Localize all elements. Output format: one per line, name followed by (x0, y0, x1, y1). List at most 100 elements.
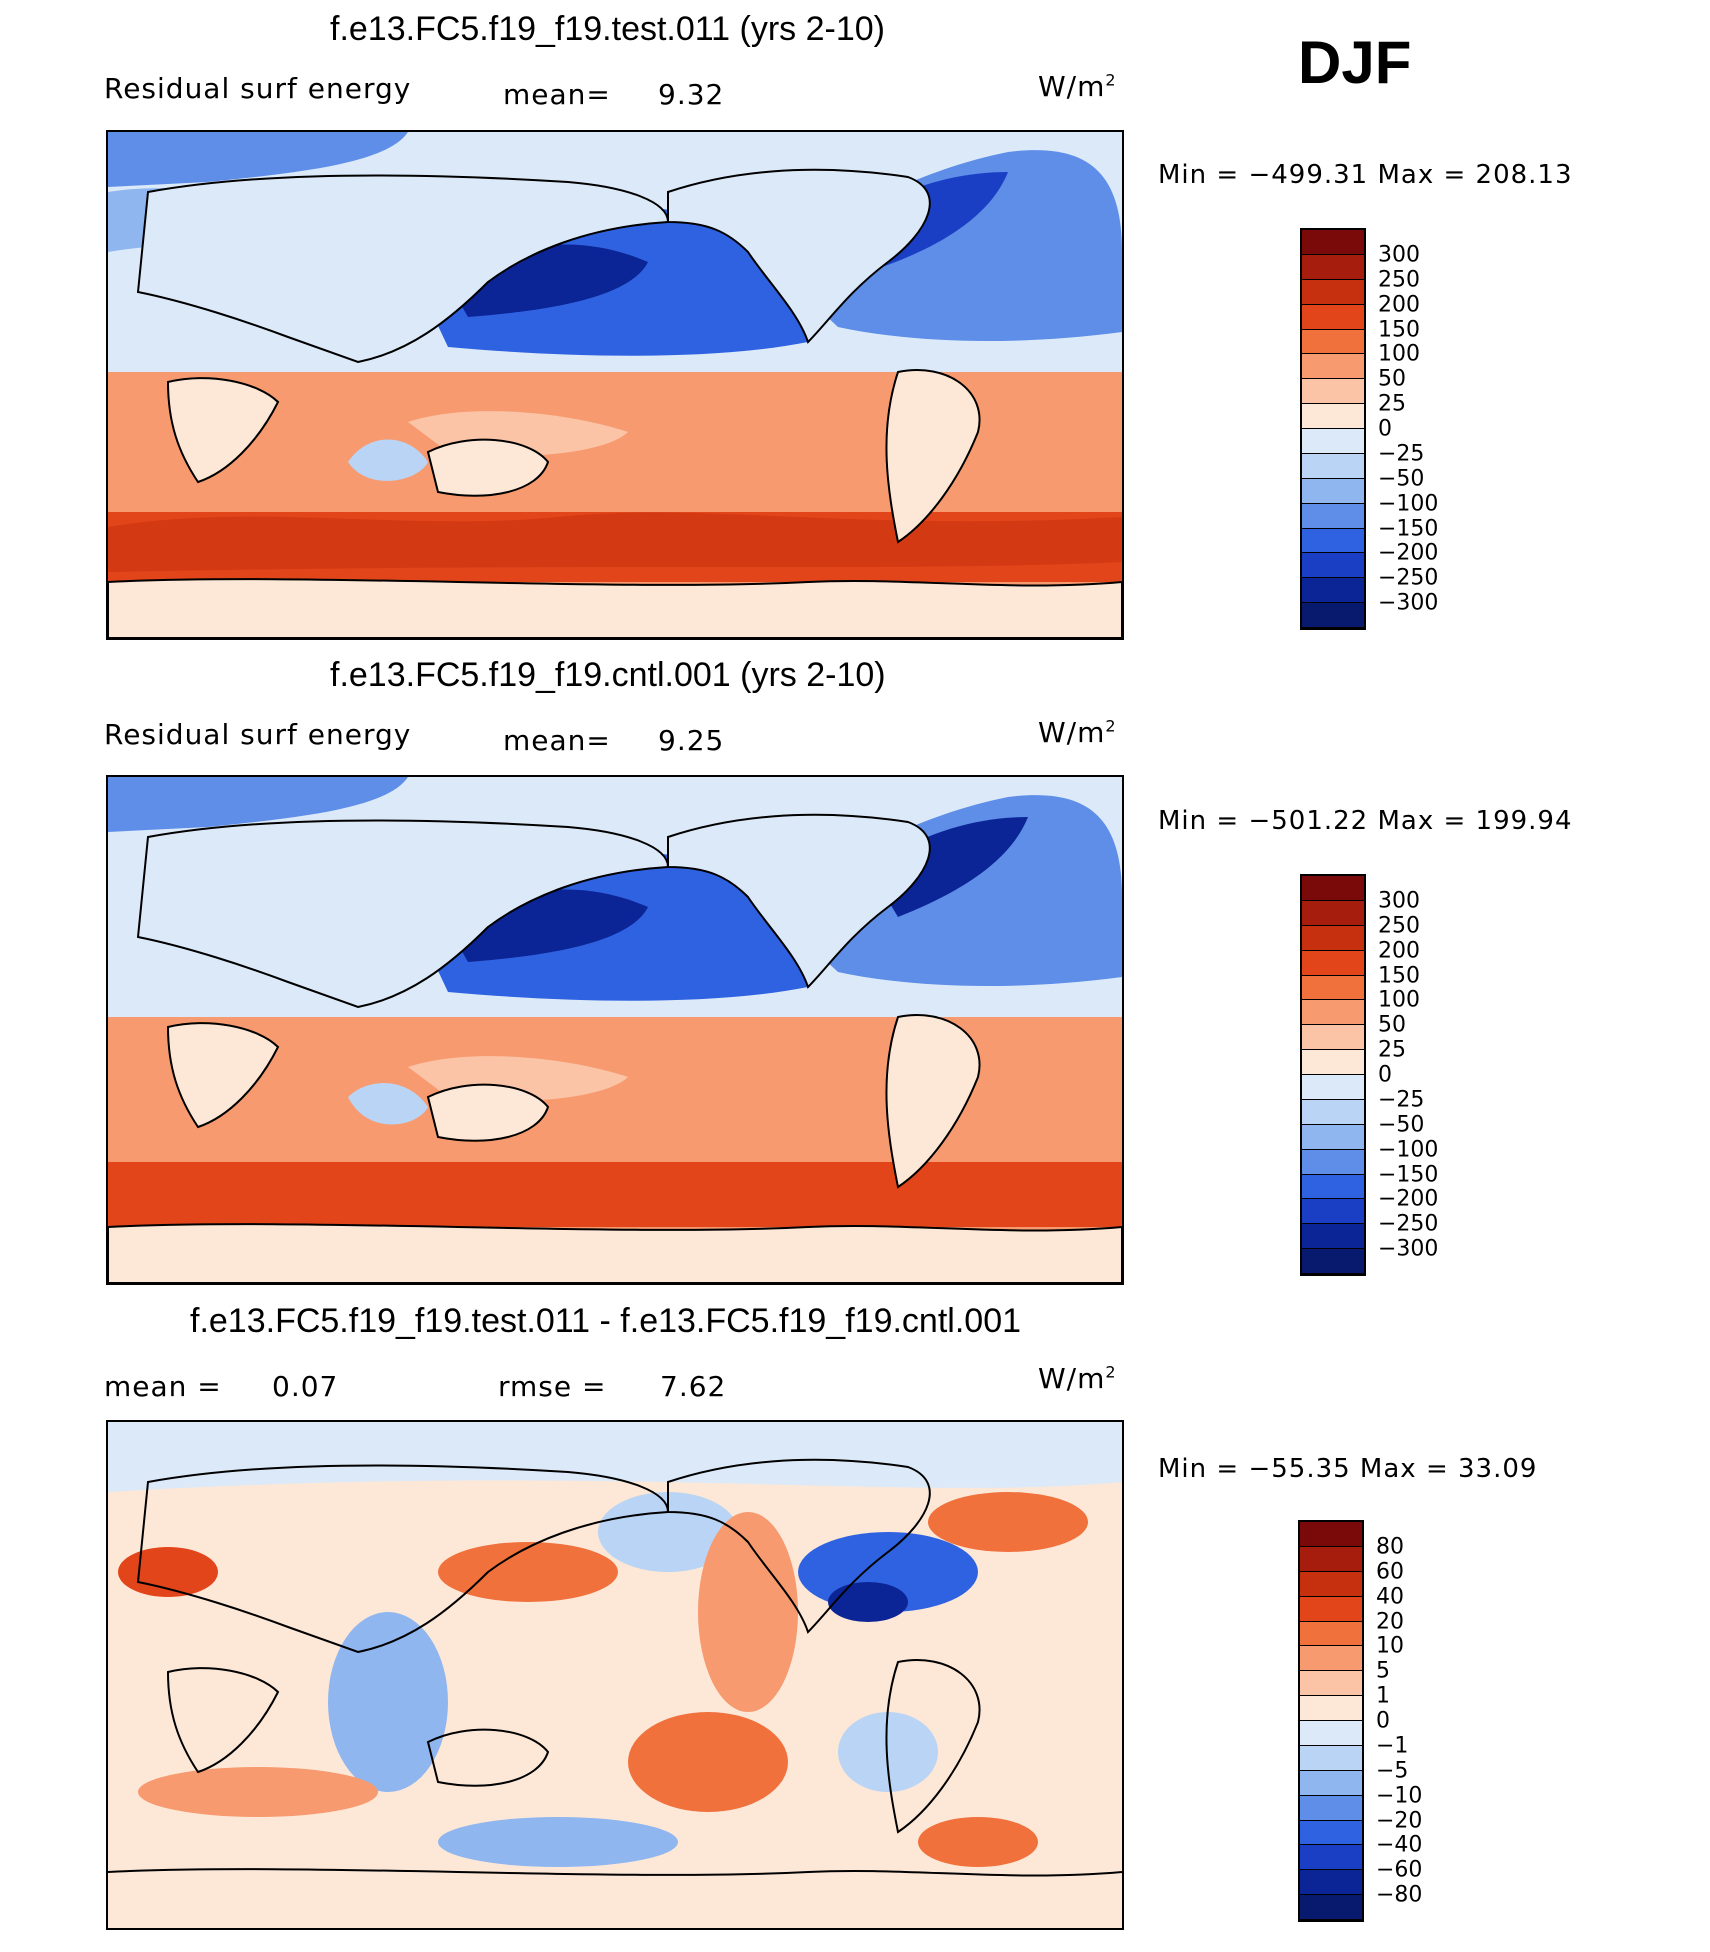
colorbar-swatch (1302, 1025, 1364, 1051)
units-exponent: 2 (1105, 716, 1117, 736)
colorbar-swatch (1302, 429, 1364, 454)
colorbar-label: 25 (1378, 1037, 1406, 1063)
colorbar-swatch (1302, 279, 1364, 305)
colorbar-label: 250 (1378, 913, 1420, 939)
panel3-mean-value: 0.07 (272, 1370, 339, 1403)
colorbar-label: −25 (1378, 441, 1425, 467)
colorbar-swatch (1300, 1596, 1362, 1622)
panel1-field-label: Residual surf energy (104, 72, 412, 105)
colorbar-swatch (1300, 1895, 1362, 1920)
panel1-colorbar (1300, 228, 1366, 630)
colorbar-label: −50 (1378, 466, 1425, 492)
colorbar-swatch (1302, 553, 1364, 579)
colorbar-swatch (1300, 1845, 1362, 1871)
colorbar-label: 5 (1376, 1658, 1390, 1684)
panel1-minmax: Min = −499.31 Max = 208.13 (1158, 160, 1573, 190)
colorbar-label: 100 (1378, 341, 1420, 367)
colorbar-swatch (1302, 1000, 1364, 1026)
colorbar-swatch (1300, 1870, 1362, 1896)
colorbar-label: 1 (1376, 1683, 1390, 1709)
colorbar-swatch (1300, 1571, 1362, 1597)
colorbar-label: −20 (1376, 1808, 1423, 1833)
colorbar-label: −250 (1378, 1211, 1439, 1237)
colorbar-swatch (1302, 603, 1364, 628)
colorbar-swatch (1300, 1621, 1362, 1647)
panel2-title: f.e13.FC5.f19_f19.cntl.001 (yrs 2-10) (330, 656, 886, 694)
panel2-minmax: Min = −501.22 Max = 199.94 (1158, 806, 1573, 836)
colorbar-swatch (1302, 900, 1364, 926)
units-exponent: 2 (1105, 70, 1117, 90)
colorbar-swatch (1302, 379, 1364, 405)
colorbar-swatch (1302, 1124, 1364, 1150)
panel2-colorbar (1300, 874, 1366, 1276)
panel3-rmse-value: 7.62 (660, 1370, 727, 1403)
colorbar-swatch (1302, 453, 1364, 479)
colorbar-label: 60 (1376, 1559, 1404, 1585)
colorbar-label: 250 (1378, 267, 1420, 293)
colorbar-label: 10 (1376, 1633, 1404, 1659)
colorbar-swatch (1302, 254, 1364, 280)
colorbar-swatch (1302, 329, 1364, 355)
colorbar-swatch (1300, 1646, 1362, 1672)
colorbar-swatch (1302, 1224, 1364, 1250)
colorbar-swatch (1302, 404, 1364, 429)
colorbar-label: −5 (1376, 1758, 1409, 1784)
colorbar-label: −150 (1378, 516, 1439, 541)
units-text: W/m (1038, 70, 1106, 103)
colorbar-label: 50 (1378, 366, 1406, 392)
colorbar-swatch (1302, 925, 1364, 951)
colorbar-label: −300 (1378, 590, 1439, 616)
colorbar-swatch (1302, 1149, 1364, 1175)
colorbar-label: −300 (1378, 1236, 1439, 1262)
panel3-units: W/m2 (1038, 1362, 1117, 1395)
panel2-map (106, 775, 1124, 1285)
colorbar-swatch (1300, 1546, 1362, 1572)
colorbar-swatch (1302, 1099, 1364, 1125)
colorbar-swatch (1302, 478, 1364, 504)
colorbar-swatch (1302, 1199, 1364, 1225)
panel2-mean-value: 9.25 (658, 724, 725, 757)
colorbar-swatch (1302, 1174, 1364, 1200)
colorbar-label: 25 (1378, 391, 1406, 417)
colorbar-label: 50 (1378, 1012, 1406, 1038)
colorbar-label: 200 (1378, 292, 1420, 318)
colorbar-label: 150 (1378, 963, 1420, 988)
units-text: W/m (1038, 1362, 1106, 1395)
colorbar-swatch (1302, 528, 1364, 554)
colorbar-swatch (1302, 1075, 1364, 1100)
panel1-mean-value: 9.32 (658, 78, 725, 111)
colorbar-swatch (1300, 1721, 1362, 1746)
colorbar-label: −10 (1376, 1783, 1423, 1809)
panel2-mean-label: mean= (503, 724, 611, 757)
colorbar-swatch (1302, 950, 1364, 976)
panel3-colorbar (1298, 1520, 1364, 1922)
panel3-mean-label: mean = (104, 1370, 222, 1403)
colorbar-swatch (1300, 1522, 1362, 1547)
panel1-title: f.e13.FC5.f19_f19.test.011 (yrs 2-10) (330, 10, 885, 48)
colorbar-label: 300 (1378, 888, 1420, 914)
colorbar-swatch (1302, 304, 1364, 330)
colorbar-swatch (1300, 1696, 1362, 1721)
colorbar-swatch (1302, 975, 1364, 1001)
panel3-minmax: Min = −55.35 Max = 33.09 (1158, 1454, 1538, 1484)
colorbar-label: 40 (1376, 1584, 1404, 1610)
colorbar-swatch (1302, 1050, 1364, 1075)
colorbar-swatch (1302, 503, 1364, 529)
colorbar-label: 0 (1376, 1708, 1390, 1734)
colorbar-swatch (1300, 1671, 1362, 1697)
colorbar-label: −40 (1376, 1832, 1423, 1858)
panel1-mean-label: mean= (503, 78, 611, 111)
colorbar-label: −200 (1378, 540, 1439, 566)
colorbar-label: 80 (1376, 1534, 1404, 1560)
colorbar-swatch (1302, 876, 1364, 901)
colorbar-label: −25 (1378, 1087, 1425, 1113)
colorbar-swatch (1300, 1820, 1362, 1846)
panel1-map (106, 130, 1124, 640)
colorbar-label: 20 (1376, 1609, 1404, 1634)
colorbar-label: −100 (1378, 1137, 1439, 1163)
units-text: W/m (1038, 716, 1106, 749)
colorbar-label: 150 (1378, 317, 1420, 342)
colorbar-label: −250 (1378, 565, 1439, 591)
colorbar-swatch (1302, 230, 1364, 255)
panel3-rmse-label: rmse = (498, 1370, 607, 1403)
